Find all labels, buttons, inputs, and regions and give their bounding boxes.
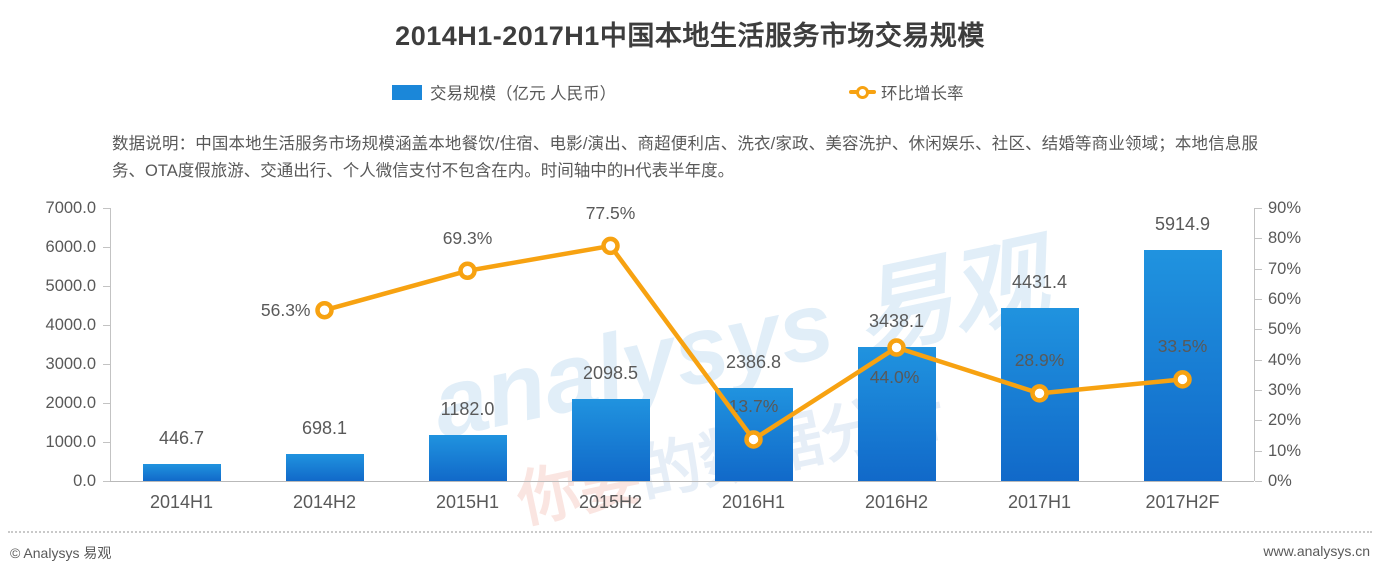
y-axis-right-label: 0% xyxy=(1268,472,1292,490)
growth-rate-label: 69.3% xyxy=(442,227,493,248)
y-axis-left-tick xyxy=(103,442,110,443)
legend-item-transaction-scale: 交易规模（亿元 人民币） xyxy=(392,80,616,104)
y-axis-right-label: 30% xyxy=(1268,381,1302,399)
y-axis-right-label: 80% xyxy=(1268,229,1302,248)
x-axis-label-2016H1: 2016H1 xyxy=(721,492,786,512)
bar-value-label: 4431.4 xyxy=(1011,272,1068,293)
data-note: 数据说明：中国本地生活服务市场规模涵盖本地餐饮/住宿、电影/演出、商超便利店、洗… xyxy=(112,135,1258,180)
y-axis-left-label: 3000.0 xyxy=(45,355,96,373)
y-axis-left-tick xyxy=(103,286,110,287)
x-axis-label-2017H2F: 2017H2F xyxy=(1145,492,1220,512)
y-axis-right-label: 10% xyxy=(1268,441,1302,460)
line-marker-icon xyxy=(849,84,876,101)
y-axis-right-tick xyxy=(1255,238,1262,240)
y-axis-right-label: 40% xyxy=(1268,350,1302,369)
y-axis-right-tick xyxy=(1255,329,1262,331)
y-axis-left-tick xyxy=(103,481,110,482)
x-axis xyxy=(110,481,1254,482)
y-axis-right-tick xyxy=(1255,268,1262,270)
x-axis-label-2017H1: 2017H1 xyxy=(1007,492,1072,512)
y-axis-left-tick xyxy=(103,208,110,209)
y-axis-right-tick xyxy=(1255,390,1262,391)
y-axis-right xyxy=(1254,208,1255,481)
copyright-text: © Analysys 易观 xyxy=(10,545,112,561)
y-axis-left-label: 7000.0 xyxy=(45,199,96,217)
bar-2014H2 xyxy=(285,453,364,481)
y-axis-right-label: 90% xyxy=(1268,199,1302,217)
y-axis-right-tick xyxy=(1255,299,1262,300)
x-axis-label-2015H1: 2015H1 xyxy=(435,492,500,512)
growth-rate-label: 33.5% xyxy=(1157,336,1208,357)
bar-2015H1 xyxy=(428,434,507,481)
bar-2017H2F xyxy=(1143,250,1222,481)
bar-2015H2 xyxy=(571,399,650,481)
legend-item-growth-rate: 环比增长率 xyxy=(849,80,964,104)
y-axis-right-tick xyxy=(1255,481,1262,482)
y-axis-left-label: 1000.0 xyxy=(45,433,96,451)
y-axis-right-tick xyxy=(1255,420,1262,422)
y-axis-left-label: 2000.0 xyxy=(45,394,96,412)
bar-series-swatch xyxy=(392,84,422,100)
y-axis-left-tick xyxy=(103,364,110,365)
bar-value-label: 446.7 xyxy=(158,427,205,448)
bar-2017H1 xyxy=(1000,308,1079,481)
x-axis-label-2014H2: 2014H2 xyxy=(292,492,357,512)
y-axis-left xyxy=(110,208,111,481)
y-axis-left-tick xyxy=(103,325,110,326)
y-axis-left-label: 6000.0 xyxy=(45,238,96,256)
bar-value-label: 698.1 xyxy=(301,417,348,438)
bar-value-label: 2386.8 xyxy=(725,351,782,372)
y-axis-right-label: 70% xyxy=(1268,259,1302,278)
bar-value-label: 5914.9 xyxy=(1154,214,1211,235)
bar-value-label: 3438.1 xyxy=(868,310,925,331)
bar-value-label: 2098.5 xyxy=(582,363,639,384)
page-title: 2014H1-2017H1中国本地生活服务市场交易规模 xyxy=(395,21,985,51)
x-axis-label-2014H1: 2014H1 xyxy=(149,492,214,512)
y-axis-right-tick xyxy=(1255,208,1262,209)
y-axis-right-label: 60% xyxy=(1268,290,1302,308)
bar-2014H1 xyxy=(142,463,221,481)
growth-rate-label: 56.3% xyxy=(260,300,311,321)
y-axis-right-label: 20% xyxy=(1268,411,1302,430)
x-axis-label-2015H2: 2015H2 xyxy=(578,492,643,512)
y-axis-left-label: 4000.0 xyxy=(45,316,96,334)
y-axis-left-label: 0.0 xyxy=(73,472,96,490)
growth-rate-label: 77.5% xyxy=(585,202,636,223)
footer-divider xyxy=(8,531,1372,533)
legend-label-transaction-scale: 交易规模（亿元 人民币） xyxy=(430,85,617,103)
y-axis-left-label: 5000.0 xyxy=(45,277,96,295)
y-axis-right-tick xyxy=(1255,450,1262,452)
y-axis-right-label: 50% xyxy=(1268,320,1302,339)
website-text: www.analysys.cn xyxy=(1263,543,1370,559)
growth-rate-label: 28.9% xyxy=(1014,350,1065,371)
x-axis-label-2016H2: 2016H2 xyxy=(864,492,929,512)
legend-label-growth-rate: 环比增长率 xyxy=(881,85,964,103)
y-axis-left-tick xyxy=(103,247,110,248)
growth-rate-label: 13.7% xyxy=(728,396,779,417)
growth-rate-label: 44.0% xyxy=(869,366,920,387)
y-axis-left-tick xyxy=(103,403,110,404)
y-axis-right-tick xyxy=(1255,359,1262,361)
bar-value-label: 1182.0 xyxy=(440,398,495,419)
